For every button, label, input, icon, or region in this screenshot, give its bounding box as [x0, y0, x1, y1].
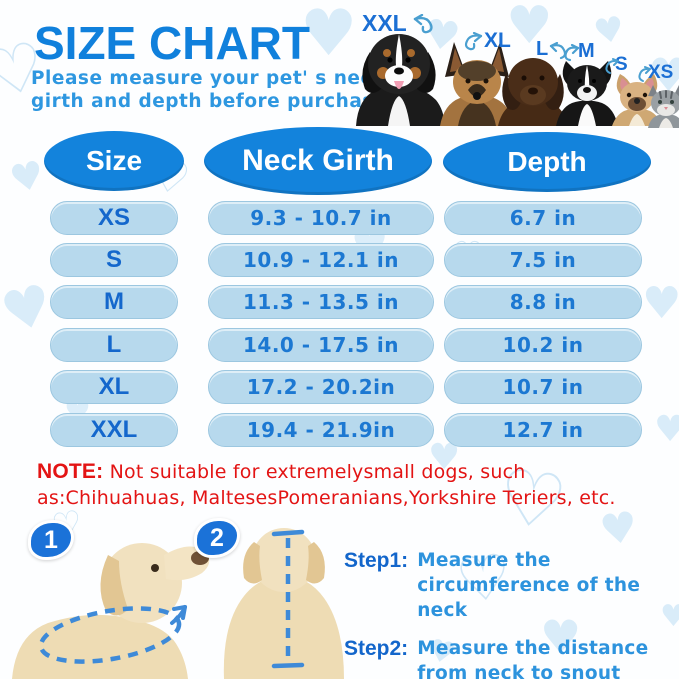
depth-value: 6.7 in — [509, 206, 577, 230]
size-value: L — [106, 331, 122, 358]
puppy-back-view-illustration — [223, 528, 344, 679]
size-label-xl: XL — [484, 29, 511, 52]
note-label: NOTE: — [37, 460, 104, 483]
size-value: XXL — [90, 416, 138, 443]
header-depth-label: Depth — [507, 146, 587, 177]
french-bulldog-illustration — [612, 74, 662, 126]
depth-cell: 6.7 in — [444, 201, 642, 235]
border-collie-illustration — [556, 61, 618, 126]
size-label-l: L — [536, 38, 549, 60]
step-1-text: Measure the circumference of the neck — [417, 550, 641, 621]
neck-girth-measure-line — [38, 605, 187, 664]
step-1-number: 1 — [44, 525, 58, 554]
size-arrow-icon — [564, 44, 580, 62]
header-depth: Depth — [443, 132, 651, 192]
labrador-illustration — [498, 58, 568, 126]
subtitle-line-1: Please measure your pet' s neck — [31, 68, 385, 89]
depth-value: 12.7 in — [502, 418, 584, 442]
step-2-label: Step2: — [344, 636, 409, 660]
size-arrow-icon — [549, 42, 567, 60]
step-1: Step1: Measure the circumference of the … — [344, 549, 676, 624]
neck-girth-value: 17.2 - 20.2in — [246, 375, 396, 399]
step-1-badge: 1 — [28, 520, 74, 560]
neck-girth-value: 11.3 - 13.5 in — [243, 290, 399, 314]
depth-cell: 12.7 in — [444, 413, 642, 447]
size-cell: XS — [50, 201, 178, 235]
neck-girth-value: 14.0 - 17.5 in — [243, 333, 399, 357]
size-cell: M — [50, 285, 178, 319]
subtitle: Please measure your pet' s neck girth an… — [31, 68, 416, 113]
depth-cell: 10.2 in — [444, 328, 642, 362]
size-value: M — [104, 288, 124, 315]
depth-value: 8.8 in — [509, 290, 577, 314]
size-value: XL — [98, 373, 130, 400]
depth-value: 7.5 in — [509, 248, 577, 272]
step-2-text: Measure the distance from neck to snout — [417, 637, 649, 679]
note-text: Not suitable for extremelysmall dogs, su… — [37, 461, 616, 510]
step-2: Step2: Measure the distance from neck to… — [344, 637, 676, 679]
size-cell: XXL — [50, 413, 178, 447]
neck-girth-cell: 17.2 - 20.2in — [208, 370, 434, 404]
depth-measure-line — [271, 529, 305, 669]
neck-girth-cell: 11.3 - 13.5 in — [208, 285, 434, 319]
neck-girth-value: 9.3 - 10.7 in — [250, 206, 392, 230]
header-neck-girth: Neck Girth — [204, 127, 432, 195]
step-1-label: Step1: — [344, 549, 409, 572]
neck-girth-value: 19.4 - 21.9in — [246, 418, 396, 442]
note: NOTE: Not suitable for extremelysmall do… — [37, 458, 651, 512]
size-label-s: S — [615, 54, 628, 75]
size-value: S — [105, 246, 122, 273]
steps: Step1: Measure the circumference of the … — [344, 549, 676, 679]
german-shepherd-illustration — [440, 42, 514, 126]
neck-girth-value: 10.9 - 12.1 in — [243, 248, 399, 272]
bernese-mountain-dog-illustration — [356, 34, 445, 126]
size-arrow-icon — [464, 32, 483, 51]
size-cell: XL — [50, 370, 178, 404]
depth-value: 10.2 in — [502, 333, 584, 357]
neck-girth-cell: 14.0 - 17.5 in — [208, 328, 434, 362]
depth-cell: 8.8 in — [444, 285, 642, 319]
header-size-label: Size — [85, 145, 143, 176]
page-title: SIZE CHART — [34, 17, 310, 69]
size-label-xxl: XXL — [362, 10, 407, 36]
size-label-xs: XS — [648, 62, 674, 83]
size-cell: S — [50, 243, 178, 277]
depth-cell: 7.5 in — [444, 243, 642, 277]
neck-girth-cell: 19.4 - 21.9in — [208, 413, 434, 447]
size-cell: L — [50, 328, 178, 362]
size-label-m: M — [578, 40, 595, 62]
subtitle-line-2: girth and depth before purchasing. — [31, 90, 416, 112]
header-neck-girth-label: Neck Girth — [242, 144, 394, 177]
depth-cell: 10.7 in — [444, 370, 642, 404]
header-size: Size — [44, 131, 184, 191]
neck-girth-cell: 9.3 - 10.7 in — [208, 201, 434, 235]
size-arrow-icon — [638, 66, 651, 82]
size-arrow-icon — [605, 58, 619, 74]
step-2-number: 2 — [210, 523, 224, 552]
neck-girth-cell: 10.9 - 12.1 in — [208, 243, 434, 277]
cat-illustration — [648, 85, 679, 128]
size-arrow-icon — [413, 14, 433, 34]
depth-value: 10.7 in — [502, 375, 584, 399]
size-value: XS — [97, 204, 130, 231]
puppy-side-view-illustration — [12, 543, 210, 679]
